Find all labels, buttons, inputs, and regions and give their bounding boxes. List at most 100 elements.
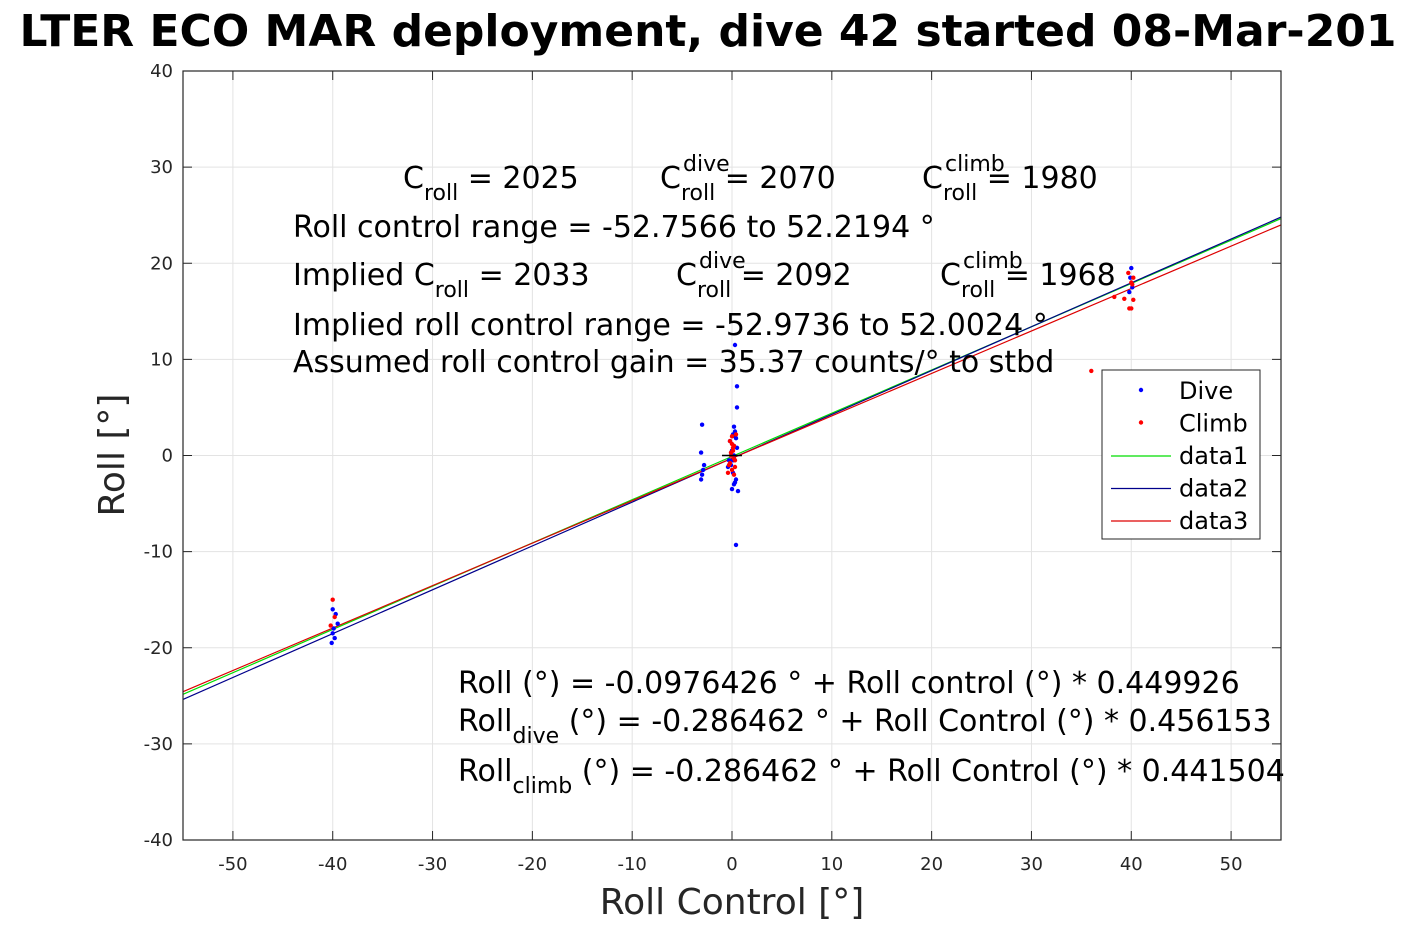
dive-point	[700, 467, 706, 473]
y-tick-label: 10	[150, 349, 173, 370]
y-tick-label: -10	[144, 542, 173, 563]
legend-label-dive: Dive	[1179, 377, 1233, 405]
eq-dive-rest: (°) = -0.286462 ° + Roll Control (°) * 0…	[559, 704, 1272, 739]
y-tick-label: -30	[144, 734, 173, 755]
dive-point	[1129, 265, 1134, 271]
c-roll-dive-value: = 2070	[715, 161, 836, 196]
implied-climb-sub: roll	[961, 278, 995, 303]
legend-label-data2: data2	[1179, 475, 1248, 503]
eq-climb-rest: (°) = -0.286462 ° + Roll Control (°) * 0…	[572, 754, 1285, 789]
climb-point	[731, 472, 737, 477]
climb-point	[1130, 282, 1135, 287]
c-roll-dive-base: C	[660, 161, 681, 196]
x-tick-label: -50	[218, 854, 247, 875]
implied-climb-sup: climb	[963, 249, 1023, 274]
x-tick-label: -10	[617, 854, 646, 875]
dive-point	[329, 640, 334, 646]
roll-control-range: Roll control range = -52.7566 to 52.2194…	[293, 210, 935, 245]
climb-point	[733, 432, 739, 437]
y-tick-label: 20	[150, 253, 173, 274]
climb-point	[332, 614, 337, 620]
climb-point	[729, 434, 735, 439]
dive-point	[699, 472, 705, 477]
legend-items: Dive Climb data1 data2 data3	[1111, 377, 1248, 535]
climb-point	[1122, 296, 1127, 301]
c-roll-dive-sub: roll	[681, 181, 715, 206]
climb-point	[1129, 306, 1134, 311]
c-roll-dive-sup: dive	[683, 152, 730, 177]
annotation-implied-dive: Croll = 2092	[676, 258, 852, 303]
legend-label-data3: data3	[1179, 507, 1248, 535]
c-roll-climb-sup: climb	[945, 152, 1005, 177]
y-tick-label: -20	[144, 638, 173, 659]
annotation-c-roll-climb: Croll = 1980	[922, 161, 1098, 206]
c-roll-value: = 2025	[458, 161, 579, 196]
dive-point	[735, 488, 741, 494]
implied-range: Implied roll control range = -52.9736 to…	[293, 308, 1048, 343]
eq-dive-sub: dive	[513, 724, 560, 749]
climb-point	[1131, 275, 1136, 280]
dive-point	[698, 477, 704, 482]
implied-climb-base: C	[940, 258, 961, 293]
climb-point	[725, 470, 731, 475]
dive-point	[1127, 289, 1132, 295]
equation-climb: Rollclimb (°) = -0.286462 ° + Roll Contr…	[458, 754, 1285, 799]
annotation-c-roll-dive: Croll = 2070	[660, 161, 836, 206]
eq-dive-base: Roll	[458, 704, 513, 739]
c-roll-climb-value: = 1980	[977, 161, 1098, 196]
x-tick-label: 20	[920, 854, 943, 875]
implied-dive-sub: roll	[697, 278, 731, 303]
implied-value: = 2033	[469, 258, 590, 293]
eq-climb-sub: climb	[513, 774, 573, 799]
implied-sub: roll	[435, 278, 469, 303]
dive-point	[733, 542, 739, 548]
climb-point	[1131, 297, 1136, 302]
dive-point	[729, 486, 735, 492]
dive-point	[701, 462, 707, 468]
dive-point	[330, 607, 335, 612]
implied-climb-value: = 1968	[995, 258, 1116, 293]
climb-point	[1089, 368, 1094, 374]
x-tick-label: 50	[1220, 854, 1243, 875]
dive-point	[332, 635, 337, 641]
c-roll-climb-base: C	[922, 161, 943, 196]
chart-title: LTER ECO MAR deployment, dive 42 started…	[19, 6, 1396, 57]
climb-point	[727, 461, 733, 466]
climb-point	[729, 467, 735, 473]
implied-dive-base: C	[676, 258, 697, 293]
equation-all: Roll (°) = -0.0976426 ° + Roll control (…	[458, 666, 1240, 701]
x-tick-label: 10	[820, 854, 843, 875]
c-roll-base: C	[403, 161, 424, 196]
legend: Dive Climb data1 data2 data3	[1101, 369, 1261, 540]
climb-point	[328, 623, 333, 628]
x-tick-label: 30	[1020, 854, 1043, 875]
equation-dive: Rolldive (°) = -0.286462 ° + Roll Contro…	[458, 704, 1272, 749]
annotation-implied-c-roll: Implied Croll = 2033	[293, 258, 590, 303]
dive-point	[734, 405, 740, 410]
y-tick-label: 0	[162, 446, 173, 467]
dive-point	[732, 342, 738, 348]
dive-point	[732, 480, 738, 485]
y-tick-label: 30	[150, 157, 173, 178]
dive-point	[733, 436, 739, 441]
legend-label-climb: Climb	[1179, 410, 1248, 438]
dive-point	[731, 424, 737, 429]
x-tick-label: -20	[518, 854, 547, 875]
climb-point	[730, 445, 736, 450]
implied-prefix: Implied C	[293, 258, 435, 293]
legend-box	[1101, 369, 1261, 540]
climb-point	[728, 450, 734, 455]
c-roll-climb-sub: roll	[943, 181, 977, 206]
implied-dive-value: = 2092	[731, 258, 852, 293]
dive-point	[331, 626, 336, 631]
y-axis-label: Roll [°]	[92, 394, 133, 517]
legend-label-data1: data1	[1179, 442, 1248, 470]
x-tick-label: 40	[1120, 854, 1143, 875]
climb-point	[330, 597, 335, 602]
annotation-c-roll: Croll = 2025	[403, 161, 579, 206]
x-tick-label: -40	[318, 854, 347, 875]
annotation-implied-climb: Croll = 1968	[940, 258, 1116, 303]
x-axis-label: Roll Control [°]	[600, 882, 865, 923]
dive-point	[698, 450, 704, 455]
